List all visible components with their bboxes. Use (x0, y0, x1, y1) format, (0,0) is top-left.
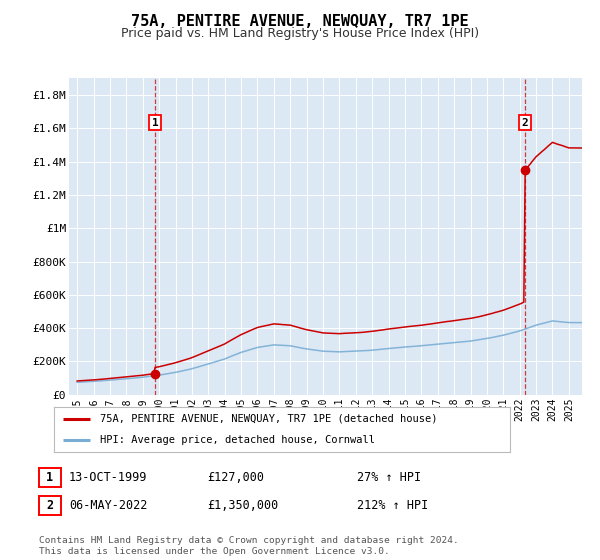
Text: Contains HM Land Registry data © Crown copyright and database right 2024.
This d: Contains HM Land Registry data © Crown c… (39, 536, 459, 556)
Text: 75A, PENTIRE AVENUE, NEWQUAY, TR7 1PE: 75A, PENTIRE AVENUE, NEWQUAY, TR7 1PE (131, 14, 469, 29)
Text: 1: 1 (152, 118, 158, 128)
Text: 2: 2 (46, 498, 53, 512)
Text: 13-OCT-1999: 13-OCT-1999 (69, 471, 148, 484)
Text: £1,350,000: £1,350,000 (207, 498, 278, 512)
Text: 212% ↑ HPI: 212% ↑ HPI (357, 498, 428, 512)
Text: 1: 1 (46, 471, 53, 484)
Text: HPI: Average price, detached house, Cornwall: HPI: Average price, detached house, Corn… (100, 435, 374, 445)
Text: £127,000: £127,000 (207, 471, 264, 484)
Text: 75A, PENTIRE AVENUE, NEWQUAY, TR7 1PE (detached house): 75A, PENTIRE AVENUE, NEWQUAY, TR7 1PE (d… (100, 414, 437, 424)
Text: 2: 2 (522, 118, 529, 128)
Text: 27% ↑ HPI: 27% ↑ HPI (357, 471, 421, 484)
Text: 06-MAY-2022: 06-MAY-2022 (69, 498, 148, 512)
Text: Price paid vs. HM Land Registry's House Price Index (HPI): Price paid vs. HM Land Registry's House … (121, 27, 479, 40)
